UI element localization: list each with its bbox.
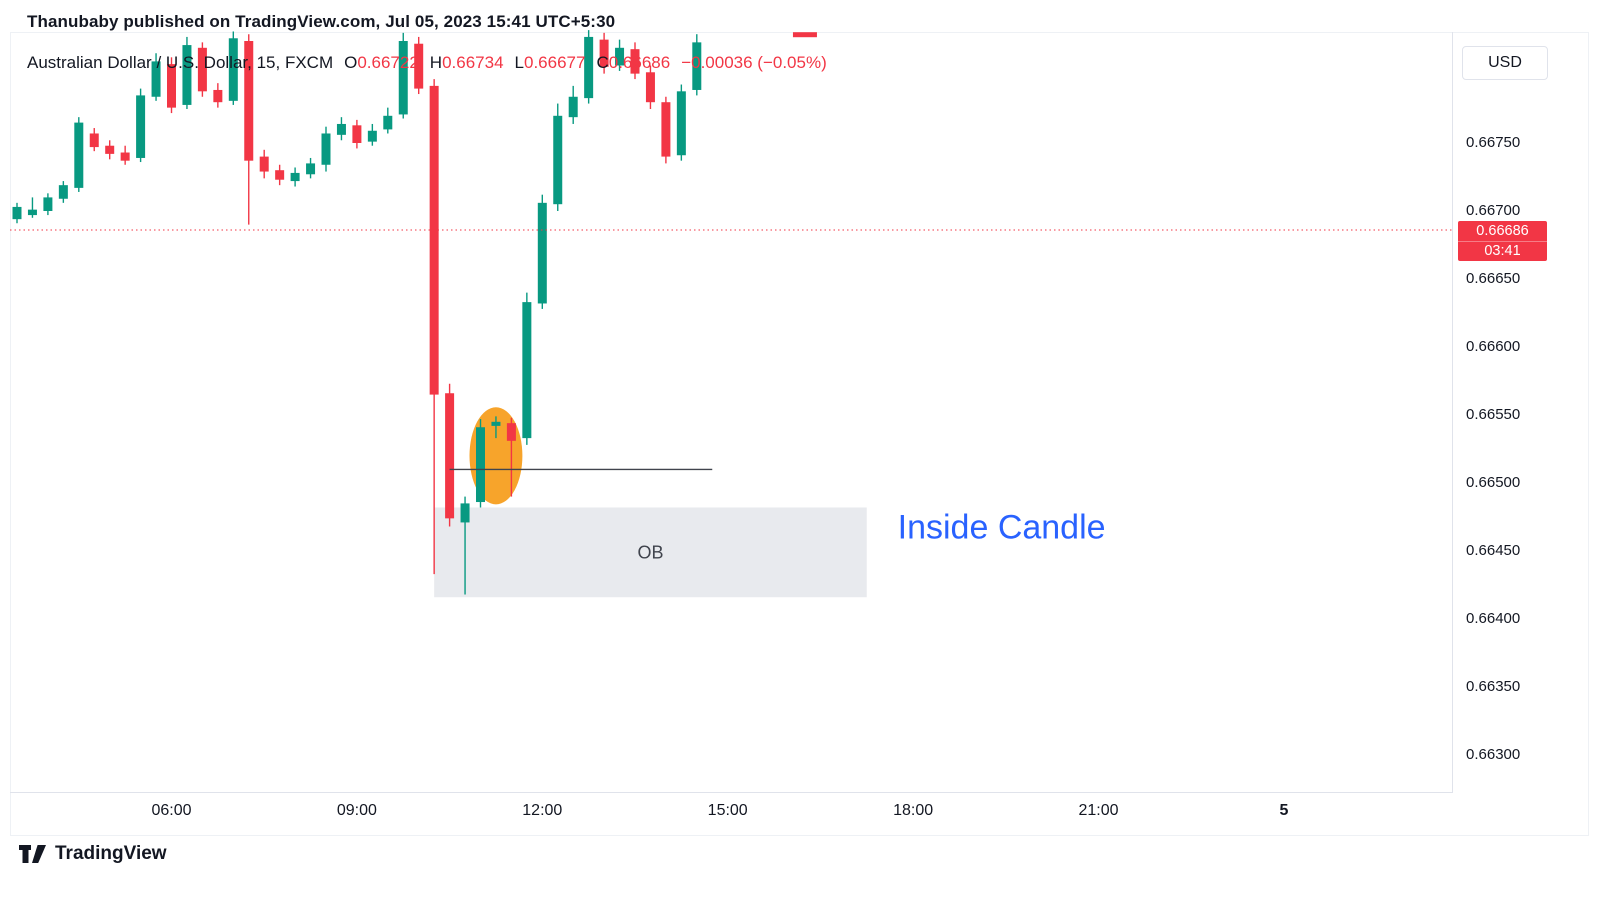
ohlc-close: C0.66686 [596,53,670,73]
candle-body [259,156,269,172]
price-scale-label: 0.66600 [1466,338,1521,355]
candle-body [74,122,84,188]
candle-body [197,47,207,92]
candle-body [43,197,53,211]
ohlc-open: O0.66722 [344,53,419,73]
candle-body [182,45,192,105]
inside-candle-text[interactable]: Inside Candle [898,509,1106,547]
ohlc-open-key: O [344,53,358,72]
ob-zone-box[interactable] [434,507,867,598]
currency-unit-button[interactable]: USD [1462,46,1548,80]
publisher-line: Thanubaby published on TradingView.com, … [27,12,616,31]
ob-zone-label: OB [637,542,663,562]
ohlc-high-value: 0.66734 [442,53,504,72]
candle-body [290,172,300,182]
price-scale-label: 0.66550 [1466,406,1521,423]
price-scale-label: 0.66500 [1466,474,1521,491]
candle-body [367,130,377,142]
candle-body [522,302,532,439]
bar-countdown: 03:41 [1458,241,1547,261]
price-scale-label: 0.66450 [1466,542,1521,559]
candle-body [460,503,470,523]
candle-body [537,202,547,304]
candle-body [506,423,516,441]
candle-body [553,115,563,205]
candle-body [89,133,99,148]
last-price-tag: 0.66686 03:41 [1458,221,1547,262]
currency-label: USD [1488,54,1522,71]
candle-body [213,89,223,103]
candle-body [429,85,439,395]
candle-body [352,125,362,143]
candle-body [244,41,254,161]
price-scale-label: 0.66400 [1466,610,1521,627]
time-axis-separator [10,792,1453,793]
symbol-title: Australian Dollar / U.S. Dollar, 15, FXC… [27,53,334,72]
ohlc-high-key: H [429,53,443,72]
ohlc-low-key: L [514,53,524,72]
ohlc-close-value: 0.66686 [608,53,671,72]
candle-body [476,427,485,503]
price-scale[interactable]: 0.66686 03:41 0.66750 0.66700 0.66650 0.666… [1452,0,1600,901]
candle-body [398,41,408,115]
footer: TradingView [18,843,167,865]
symbol-info-row: Australian Dollar / U.S. Dollar, 15, FXC… [27,53,827,73]
tradingview-brand: TradingView [55,843,167,864]
candle-body [136,95,146,158]
ohlc-high: H0.66734 [430,53,504,73]
ohlc-open-value: 0.66722 [357,53,419,72]
price-scale-label: 0.66650 [1466,270,1521,287]
candle-body [321,133,331,165]
price-scale-label: 0.66750 [1466,134,1521,151]
candle-body [645,72,655,103]
candle-body [167,64,176,108]
price-scale-label: 0.66350 [1466,678,1521,695]
candle-body [692,42,702,90]
tradingview-logo-icon [19,845,46,863]
ohlc-close-key: C [596,53,609,72]
price-axis-separator [1452,32,1453,792]
candle-body [630,49,640,74]
candle-body [383,115,393,130]
candle-body [12,206,22,220]
ohlc-low: L0.66677 [515,53,586,73]
candle-body [151,61,161,97]
candle-body [615,47,625,66]
ohlc-low-value: 0.66677 [524,53,586,72]
candle-body [661,102,671,157]
price-scale-label: 0.66700 [1466,202,1521,219]
candle-body [584,36,594,99]
candle-body [120,152,130,161]
price-scale-label: 0.66300 [1466,746,1521,763]
candle-body [491,421,501,426]
candle-body [676,91,686,156]
candle-body [58,185,68,199]
candle-body [599,39,609,67]
candle-body [336,123,346,135]
candle-body [445,393,455,519]
candle-body [228,38,238,101]
candle-body [27,209,37,216]
candle-body [568,96,578,118]
candle-body [275,170,285,180]
candle-body [306,163,316,175]
candle-body [414,43,424,89]
last-price-value: 0.66686 [1476,223,1529,240]
red-dash-mark [792,32,817,38]
candle-body [105,145,115,154]
price-change: −0.00036 (−0.05%) [681,53,827,72]
